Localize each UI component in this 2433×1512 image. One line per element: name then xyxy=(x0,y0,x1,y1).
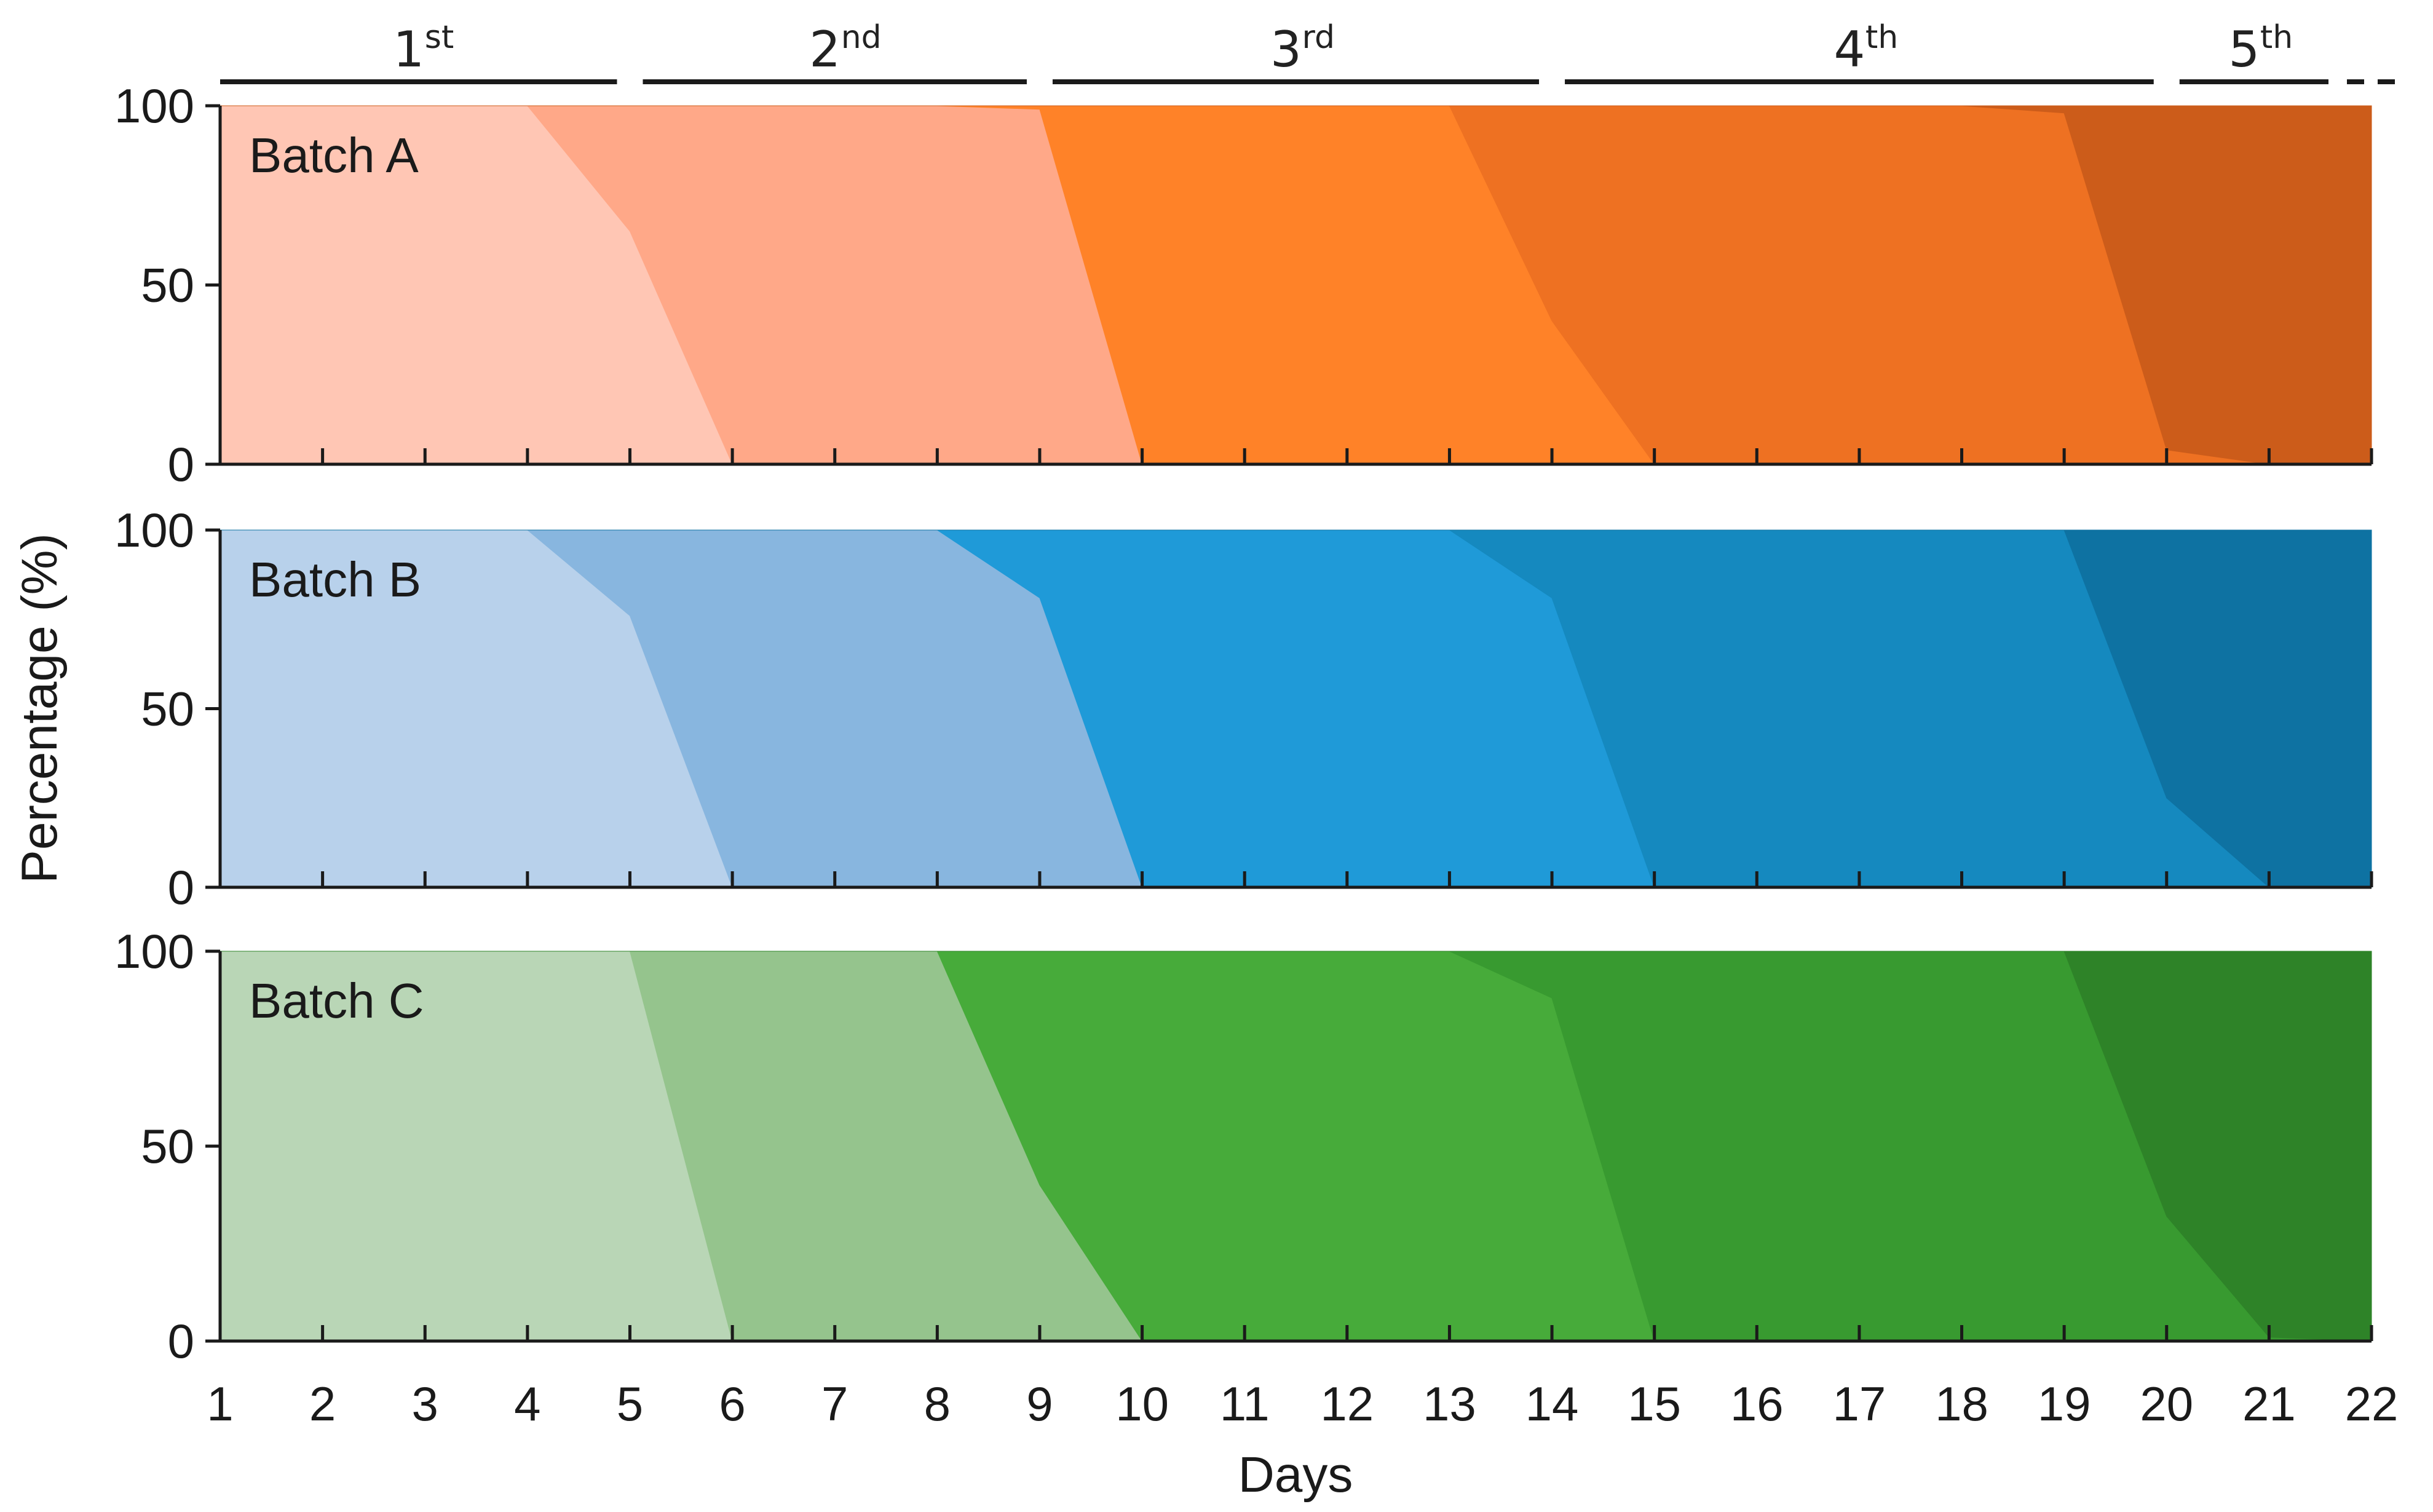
x-tick-label: 9 xyxy=(1026,1377,1053,1431)
x-tick-label: 8 xyxy=(924,1377,951,1431)
area-instar-5 xyxy=(220,529,2372,888)
x-tick-label: 1 xyxy=(207,1377,233,1431)
y-tick-label: 0 xyxy=(168,860,194,914)
instar-stage-label: 2 xyxy=(809,21,841,78)
area-instar-5 xyxy=(220,105,2372,465)
instar-stage-suffix: th xyxy=(2260,19,2293,56)
x-axis: 1 2 3 4 5 6 7 8 9 10 11 12 13 14 15 16 17 18 19 20 21 22 xyxy=(207,1377,2398,1431)
x-tick-label: 10 xyxy=(1115,1377,1169,1431)
y-tick-label: 0 xyxy=(168,1314,194,1368)
panel-label: Batch A xyxy=(249,128,419,183)
x-tick-label: 19 xyxy=(2038,1377,2091,1431)
x-tick-label: 15 xyxy=(1628,1377,1681,1431)
y-tick-label: 50 xyxy=(141,682,194,736)
x-tick-label: 6 xyxy=(719,1377,745,1431)
y-axis-title: Percentage (%) xyxy=(12,533,68,884)
y-tick-label: 50 xyxy=(141,1119,194,1173)
x-tick-label: 4 xyxy=(514,1377,540,1431)
x-tick-label: 13 xyxy=(1423,1377,1476,1431)
x-tick-label: 14 xyxy=(1525,1377,1579,1431)
x-tick-label: 18 xyxy=(1935,1377,1988,1431)
panel-1: 0 50 100 Batch A xyxy=(114,79,2373,491)
y-tick-label: 0 xyxy=(168,437,194,491)
panel-label: Batch C xyxy=(249,973,424,1028)
area-instar-5 xyxy=(220,951,2372,1342)
y-tick-label: 100 xyxy=(114,79,194,133)
instar-stage-label: 3 xyxy=(1270,21,1302,78)
x-tick-label: 2 xyxy=(309,1377,336,1431)
x-tick-label: 12 xyxy=(1320,1377,1374,1431)
x-tick-label: 16 xyxy=(1730,1377,1784,1431)
instar-stage-suffix: th xyxy=(1865,19,1898,56)
x-tick-label: 11 xyxy=(1220,1377,1270,1431)
x-tick-label: 21 xyxy=(2242,1377,2296,1431)
instar-stage-label: 4 xyxy=(1834,21,1865,78)
y-tick-label: 100 xyxy=(114,924,194,978)
x-tick-label: 7 xyxy=(821,1377,848,1431)
chart-panels: 0 50 100 Batch A 0 50 100 Batch B 0 50 100 Batch C xyxy=(114,79,2373,1368)
panel-label: Batch B xyxy=(249,552,421,607)
y-tick-label: 50 xyxy=(141,258,194,312)
x-tick-label: 5 xyxy=(617,1377,643,1431)
panel-3: 0 50 100 Batch C xyxy=(114,924,2373,1368)
panel-2: 0 50 100 Batch B xyxy=(114,503,2373,914)
instar-stage-label: 5 xyxy=(2228,21,2260,78)
x-tick-label: 20 xyxy=(2140,1377,2193,1431)
instar-stage-suffix: st xyxy=(425,19,454,56)
instar-stage-suffix: rd xyxy=(1302,19,1335,56)
y-tick-label: 100 xyxy=(114,503,194,557)
x-tick-label: 22 xyxy=(2345,1377,2399,1431)
instar-stage-suffix: nd xyxy=(841,19,882,56)
x-tick-label: 3 xyxy=(412,1377,438,1431)
instar-stage-label: 1 xyxy=(393,21,424,78)
x-tick-label: 17 xyxy=(1833,1377,1886,1431)
x-axis-title: Days xyxy=(1238,1447,1353,1503)
